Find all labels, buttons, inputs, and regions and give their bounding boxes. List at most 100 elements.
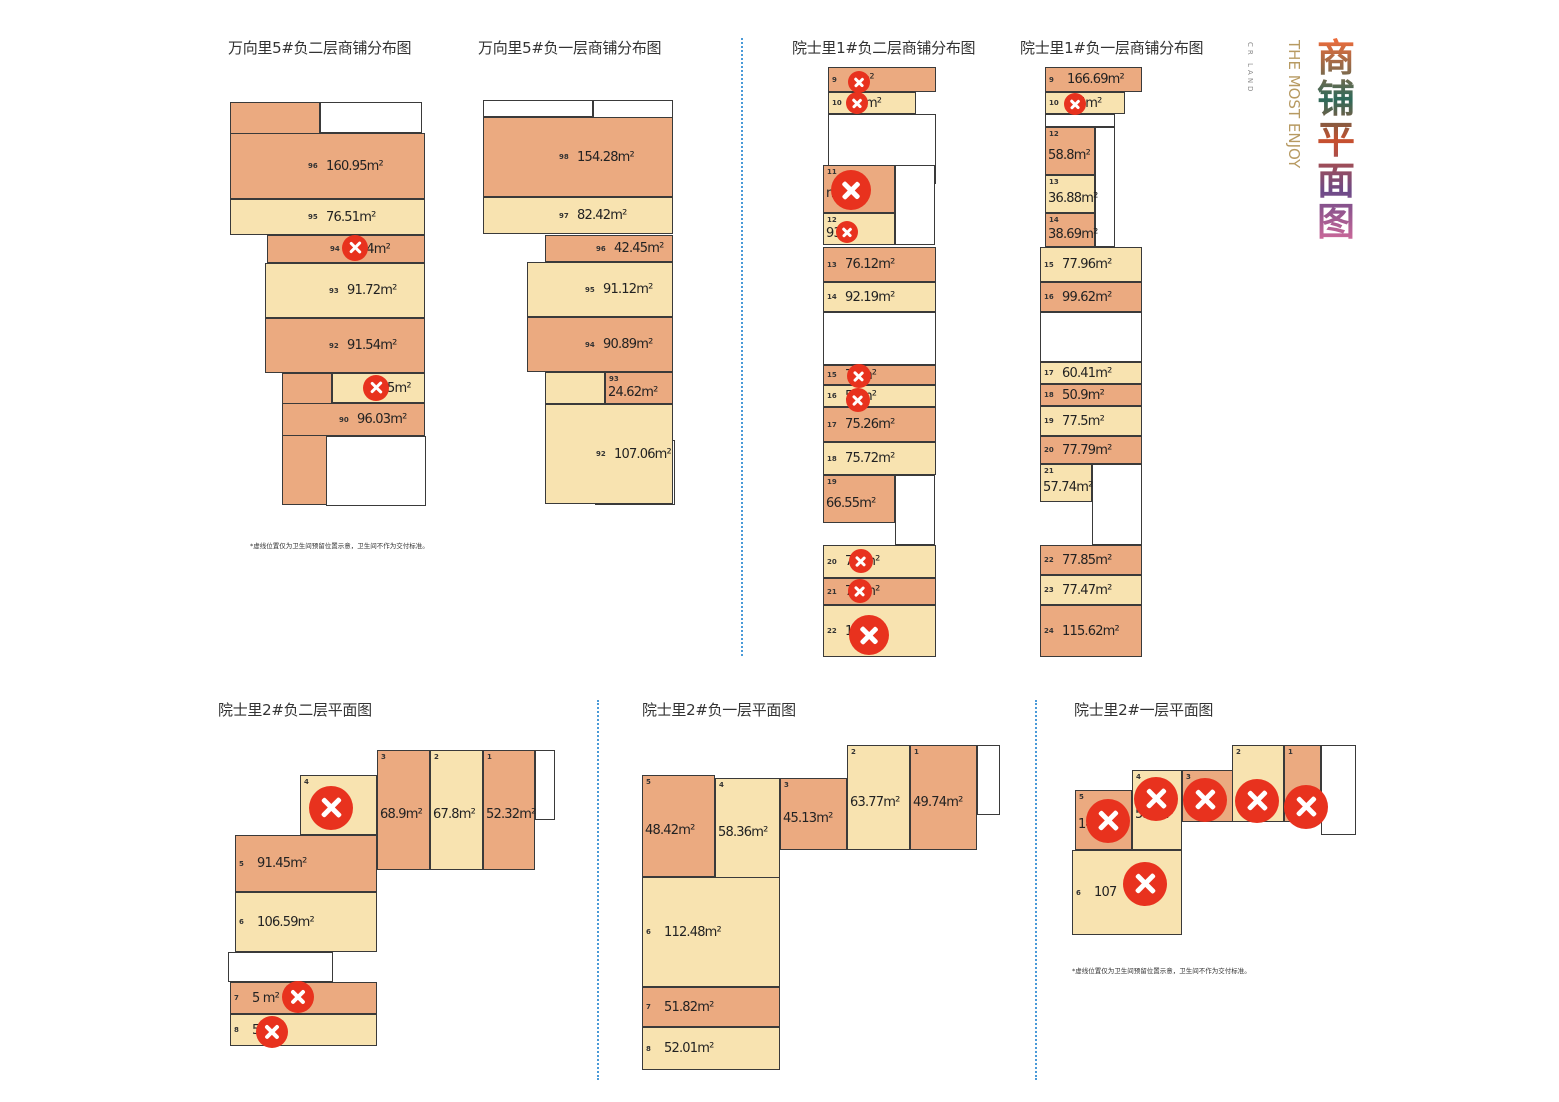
shop-unit-93[interactable] xyxy=(605,372,673,404)
sold-x-icon xyxy=(1123,862,1167,906)
shop-unit-5[interactable] xyxy=(642,775,715,877)
shop-number: 23 xyxy=(1044,586,1054,594)
sold-x-icon xyxy=(256,1016,288,1048)
shop-unit-8[interactable] xyxy=(642,1027,780,1070)
shop-unit-6[interactable] xyxy=(235,892,377,952)
shop-area: 5m² xyxy=(387,380,412,396)
shop-area: 96.03m² xyxy=(357,412,407,427)
shop-unit-21[interactable] xyxy=(823,578,936,605)
shop-unit-7[interactable] xyxy=(642,987,780,1027)
shop-number: 10 xyxy=(832,99,842,107)
shop-unit-2[interactable] xyxy=(847,745,910,850)
shop-unit-22[interactable] xyxy=(1040,545,1142,575)
circulation-area xyxy=(483,100,593,117)
shop-unit-18[interactable] xyxy=(823,442,936,475)
shop-number: 3 xyxy=(784,781,789,789)
shop-unit-18[interactable] xyxy=(1040,384,1142,406)
section-divider xyxy=(1035,700,1037,1080)
plan-title: 院士里1#负二层商铺分布图 xyxy=(792,39,976,57)
shop-unit-16[interactable] xyxy=(1040,282,1142,312)
shop-unit-96[interactable] xyxy=(230,133,425,199)
shop-area: 58.8m² xyxy=(1048,148,1091,163)
shop-number: 9 xyxy=(1049,75,1054,84)
shop-unit-17[interactable] xyxy=(823,407,936,442)
shop-unit-90[interactable] xyxy=(282,403,425,436)
shop-number: 97 xyxy=(559,211,569,220)
shop-unit-13[interactable] xyxy=(1045,175,1095,213)
shop-unit-20[interactable] xyxy=(1040,436,1142,464)
shop-unit-19[interactable] xyxy=(1040,406,1142,436)
plan-title: 万向里5#负二层商铺分布图 xyxy=(228,39,412,57)
shop-unit-17[interactable] xyxy=(1040,362,1142,384)
shop-unit-95[interactable] xyxy=(230,199,425,235)
shop-unit-15[interactable] xyxy=(1040,247,1142,282)
shop-area: 91.12m² xyxy=(603,282,653,297)
shop-number: 3 xyxy=(381,753,386,761)
sold-x-icon xyxy=(342,235,368,261)
shop-area: 58.36m² xyxy=(718,825,768,840)
shop-number: 18 xyxy=(827,454,837,463)
shop-area: 99.62m² xyxy=(1062,289,1112,305)
shop-unit-1[interactable] xyxy=(483,750,535,870)
sold-x-icon xyxy=(846,388,870,412)
shop-unit-3[interactable] xyxy=(377,750,430,870)
shop-area: 160.95m² xyxy=(326,158,384,174)
shop-unit-9[interactable] xyxy=(1045,67,1142,92)
shop-unit-1[interactable] xyxy=(910,745,977,850)
shop-unit-21[interactable] xyxy=(1040,464,1092,502)
shop-extension xyxy=(282,373,332,505)
shop-unit-92[interactable] xyxy=(545,404,673,504)
shop-area: 90.89m² xyxy=(603,337,653,352)
shop-unit-12[interactable] xyxy=(1045,127,1095,175)
shop-area: 77.47m² xyxy=(1062,582,1112,598)
shop-number: 22 xyxy=(827,627,837,635)
brand-slogan: THE MOST ENJOY xyxy=(1285,40,1303,169)
circulation-area xyxy=(1092,464,1142,545)
shop-unit-3[interactable] xyxy=(780,778,847,850)
shop-area: 76.12m² xyxy=(845,257,895,272)
shop-area: 91.54m² xyxy=(347,338,397,353)
shop-unit-23[interactable] xyxy=(1040,575,1142,605)
section-divider xyxy=(741,38,743,656)
shop-unit-20[interactable] xyxy=(823,545,936,578)
circulation-area xyxy=(1321,745,1356,835)
shop-unit-98[interactable] xyxy=(483,117,673,197)
shop-unit-5[interactable] xyxy=(235,835,377,892)
plan-title: 院士里2#负二层平面图 xyxy=(218,701,372,719)
shop-area: 91.45m² xyxy=(257,856,307,871)
shop-unit-97[interactable] xyxy=(483,197,673,234)
shop-unit-92[interactable] xyxy=(265,318,425,373)
shop-unit-12[interactable] xyxy=(823,213,895,245)
shop-area: 67.8m² xyxy=(433,807,476,822)
shop-number: 5 xyxy=(239,859,244,868)
shop-unit-16[interactable] xyxy=(823,385,936,407)
shop-unit-14[interactable] xyxy=(823,282,936,312)
shop-area: 60.41m² xyxy=(1062,365,1112,381)
shop-unit-15[interactable] xyxy=(823,365,936,385)
shop-unit-2[interactable] xyxy=(430,750,483,870)
shop-unit-8[interactable] xyxy=(230,1014,377,1046)
circulation-area xyxy=(326,436,426,506)
shop-unit-24[interactable] xyxy=(1040,605,1142,657)
shop-area: 77.85m² xyxy=(1062,552,1112,568)
shop-number: 94 xyxy=(330,245,340,253)
shop-area: 76.51m² xyxy=(326,209,376,225)
shop-number: 15 xyxy=(1044,260,1054,269)
shop-unit-6[interactable] xyxy=(642,877,780,987)
shop-area: 107 xyxy=(1094,885,1117,900)
shop-unit-95[interactable] xyxy=(527,262,673,317)
shop-area: 75.26m² xyxy=(845,417,895,432)
shop-unit-93[interactable] xyxy=(265,263,425,318)
circulation-area xyxy=(535,750,555,820)
circulation-area xyxy=(895,165,935,245)
shop-unit-4[interactable] xyxy=(715,778,780,878)
shop-number: 19 xyxy=(1044,417,1054,425)
shop-unit-94[interactable] xyxy=(527,317,673,372)
shop-unit-9[interactable] xyxy=(828,67,936,92)
shop-number: 4 xyxy=(719,781,724,789)
shop-unit-14[interactable] xyxy=(1045,213,1095,247)
shop-unit-13[interactable] xyxy=(823,247,936,282)
shop-area: 77.79m² xyxy=(1062,442,1112,458)
shop-unit-19[interactable] xyxy=(823,475,895,523)
shop-unit-96[interactable] xyxy=(545,235,673,262)
